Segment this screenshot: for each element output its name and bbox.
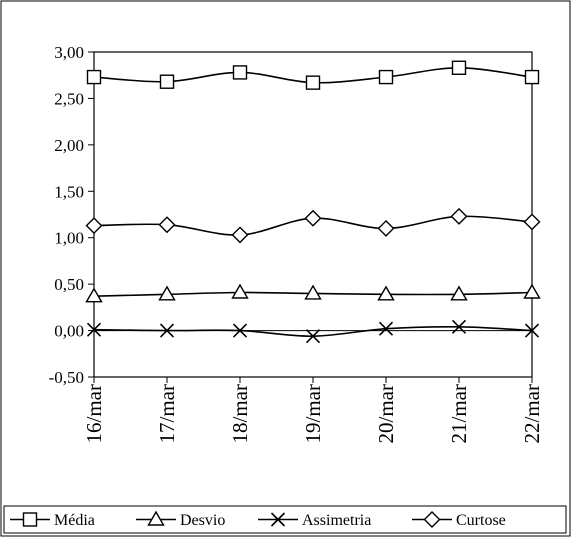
data-point-curtose [158, 216, 176, 234]
legend-label: Assimetria [302, 512, 371, 529]
x-tick-label: 21/mar [447, 384, 471, 443]
legend-label: Desvio [180, 512, 225, 529]
data-point-desvio [231, 283, 249, 299]
data-point-assimetria [159, 323, 175, 338]
y-tick-label: -0,50 [49, 368, 84, 387]
data-point-desvio [523, 283, 541, 299]
data-point-desvio [85, 287, 103, 303]
y-tick-label: 3,00 [54, 43, 84, 62]
data-point-desvio [158, 285, 176, 301]
x-tick-label: 20/mar [374, 384, 398, 443]
x-tick-label: 22/mar [520, 384, 544, 443]
data-point-curtose [450, 207, 468, 225]
data-point-desvio [377, 285, 395, 301]
legend-item-assimetria: Assimetria [258, 512, 371, 529]
data-point-media [305, 75, 321, 90]
y-tick-label: 2,50 [54, 89, 84, 108]
legend-item-desvio: Desvio [136, 510, 225, 529]
data-point-curtose [523, 213, 541, 231]
legend-marker-assimetria [270, 512, 286, 527]
data-point-media [86, 69, 102, 85]
x-tick-label: 16/mar [82, 384, 106, 443]
data-point-desvio [450, 285, 468, 301]
legend-label: Média [54, 512, 95, 529]
data-point-media [451, 60, 467, 75]
legend-marker-curtose [423, 511, 441, 528]
data-point-assimetria [305, 329, 321, 344]
data-point-media [524, 69, 540, 85]
data-point-curtose [231, 226, 249, 244]
x-tick-label: 17/mar [155, 384, 179, 443]
y-tick-label: 2,00 [54, 136, 84, 155]
legend-item-curtose: Curtose [412, 511, 506, 529]
series-desvio [85, 283, 541, 303]
legend-label: Curtose [456, 512, 506, 529]
data-point-assimetria [524, 323, 540, 338]
data-point-assimetria [451, 319, 467, 334]
data-point-curtose [377, 219, 395, 237]
legend-marker-desvio [147, 510, 165, 526]
data-point-media [159, 74, 175, 89]
series-layer [85, 60, 541, 344]
series-media [86, 60, 540, 90]
y-tick-label: 1,00 [54, 229, 84, 248]
x-tick-label: 19/mar [301, 384, 325, 443]
series-assimetria [86, 319, 540, 344]
data-point-assimetria [232, 323, 248, 338]
data-point-curtose [85, 217, 103, 235]
series-curtose [85, 207, 541, 244]
y-tick-label: 1,50 [54, 182, 84, 201]
data-point-assimetria [378, 321, 394, 336]
data-point-curtose [304, 209, 322, 227]
data-point-media [232, 65, 248, 80]
legend-marker-media [22, 512, 38, 527]
y-tick-label: 0,50 [54, 275, 84, 294]
x-tick-label: 18/mar [228, 384, 252, 443]
data-point-desvio [304, 284, 322, 300]
legend: Média Desvio Assimetria Curtose [3, 505, 567, 534]
y-tick-label: 0,00 [54, 322, 84, 341]
data-point-media [378, 69, 394, 85]
legend-item-media: Média [10, 512, 95, 529]
data-point-assimetria [86, 322, 102, 337]
